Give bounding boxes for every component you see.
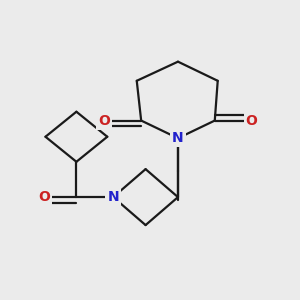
Text: N: N (172, 131, 184, 145)
Text: O: O (98, 114, 110, 128)
Text: O: O (38, 190, 50, 204)
Text: N: N (107, 190, 119, 204)
Text: O: O (246, 114, 257, 128)
